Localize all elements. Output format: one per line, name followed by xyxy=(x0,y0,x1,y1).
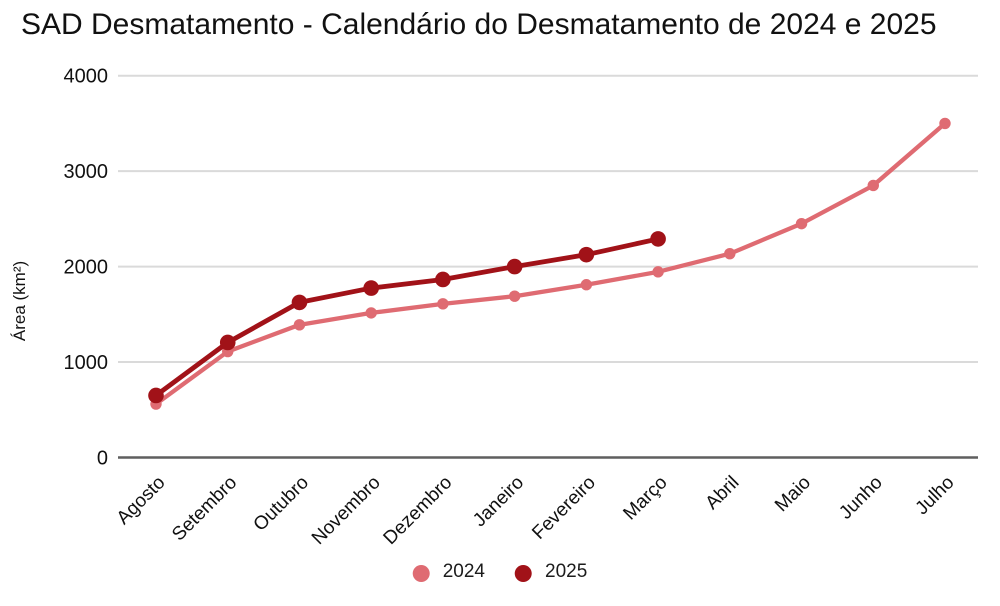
series-2025-point xyxy=(650,231,666,247)
series-2025-point xyxy=(148,387,164,404)
x-tick-label-outubro: Outubro xyxy=(250,472,313,535)
legend-item-2024: 2024 xyxy=(412,561,485,584)
series-2025-point xyxy=(435,271,451,288)
legend-swatch-2025 xyxy=(515,564,532,582)
series-2025-line xyxy=(153,236,661,398)
series-2025-point xyxy=(363,280,379,296)
x-tick-label-março: Março xyxy=(619,472,671,524)
x-tick-label-junho: Junho xyxy=(835,472,886,523)
y-tick-label-4000: 4000 xyxy=(64,66,109,88)
series-2024-point xyxy=(508,290,521,302)
series-2025-point xyxy=(506,258,523,275)
x-tick-label-agosto: Agosto xyxy=(113,472,170,529)
series-2024-point xyxy=(724,248,736,260)
series-2024-point xyxy=(293,319,306,331)
x-tick-label-abril: Abril xyxy=(702,472,744,514)
series-2024-point xyxy=(795,217,808,230)
series-2024-point xyxy=(867,179,879,192)
legend-label-2025: 2025 xyxy=(545,561,588,582)
series-2025-point xyxy=(291,294,308,311)
x-tick-label-maio: Maio xyxy=(771,472,815,516)
y-tick-label-1000: 1000 xyxy=(64,352,109,374)
x-tick-label-janeiro: Janeiro xyxy=(469,472,528,531)
y-tick-label-0: 0 xyxy=(97,448,108,470)
legend-swatch-2024 xyxy=(412,564,430,582)
y-tick-label-3000: 3000 xyxy=(64,161,109,183)
x-tick-label-julho: Julho xyxy=(912,472,959,519)
x-tick-label-novembro: Novembro xyxy=(308,472,385,549)
series-2024-point xyxy=(437,298,449,310)
x-tick-label-setembro: Setembro xyxy=(168,472,241,545)
legend-label-2024: 2024 xyxy=(442,561,485,582)
series-2024-point xyxy=(652,266,664,278)
series-2024-line xyxy=(153,121,948,407)
series-2024-point xyxy=(939,117,951,130)
legend: 2024 2025 xyxy=(412,561,588,584)
series-2024-point xyxy=(580,279,593,291)
series-2025-point xyxy=(219,334,236,351)
chart-title: SAD Desmatamento - Calendário do Desmata… xyxy=(21,8,937,41)
x-tick-label-dezembro: Dezembro xyxy=(380,472,457,549)
legend-item-2025: 2025 xyxy=(515,561,588,584)
y-tick-label-2000: 2000 xyxy=(64,257,109,279)
x-tick-label-fevereiro: Fevereiro xyxy=(528,472,600,544)
series-2024-point xyxy=(365,307,377,319)
series-2025-point xyxy=(578,246,595,263)
